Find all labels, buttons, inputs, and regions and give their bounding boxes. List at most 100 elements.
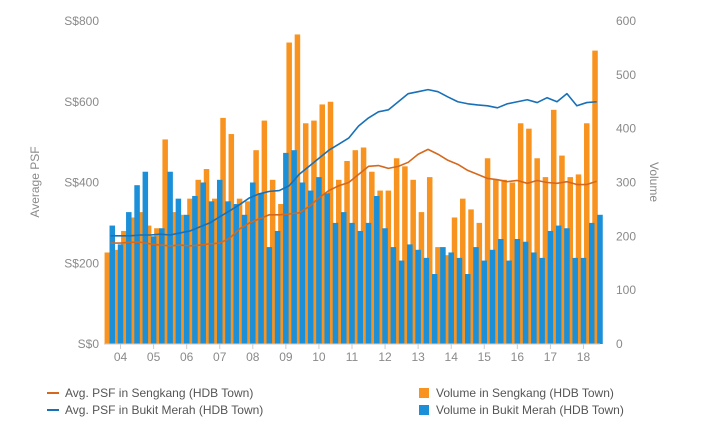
bar-bukit-merah-35 <box>398 260 405 344</box>
bar-sengkang-23 <box>294 34 301 345</box>
bar-sengkang-25 <box>311 120 317 344</box>
bar-sengkang-20 <box>269 179 276 344</box>
bar-sengkang-45 <box>476 222 483 345</box>
bar-bukit-merah-23 <box>299 182 306 344</box>
bar-sengkang-16 <box>236 198 243 344</box>
bar-sengkang-50 <box>517 123 524 344</box>
bar-bukit-merah-39 <box>431 274 438 344</box>
bar-sengkang-37 <box>410 179 416 344</box>
bar-sengkang-21 <box>278 204 284 344</box>
bar-bukit-merah-56 <box>572 257 578 344</box>
bar-sengkang-39 <box>426 177 433 344</box>
bar-sengkang-55 <box>559 155 565 344</box>
bar-sengkang-27 <box>327 101 334 344</box>
bar-bukit-merah-10 <box>192 195 198 344</box>
bar-bukit-merah-15 <box>233 204 240 344</box>
bar-sengkang-31 <box>360 147 367 344</box>
bar-sengkang-53 <box>542 177 549 344</box>
bar-bukit-merah-4 <box>142 171 149 344</box>
bar-bukit-merah-29 <box>349 222 355 345</box>
bar-sengkang-15 <box>228 134 235 344</box>
bar-sengkang-58 <box>584 123 590 344</box>
right-tick-label: 400 <box>616 122 636 136</box>
bar-sengkang-17 <box>245 201 251 344</box>
bar-bukit-merah-8 <box>175 198 182 344</box>
bar-sengkang-56 <box>567 177 573 344</box>
bar-sengkang-42 <box>451 217 458 344</box>
bar-bukit-merah-45 <box>481 260 488 344</box>
bar-bukit-merah-47 <box>498 239 504 344</box>
bar-sengkang-40 <box>435 247 441 344</box>
x-tick-label: 13 <box>411 350 425 364</box>
right-axis-ticks: 0 100 200 300 400 500 600 <box>616 14 636 351</box>
bar-sengkang-33 <box>377 190 383 344</box>
line-avg-psf-bukit-merah <box>110 88 597 237</box>
bar-bukit-merah-41 <box>448 252 454 344</box>
bar-bukit-merah-31 <box>365 222 372 345</box>
bar-bukit-merah-16 <box>241 214 248 344</box>
bar-sengkang-54 <box>550 109 557 344</box>
left-tick-label: S$800 <box>64 14 99 28</box>
bar-bukit-merah-20 <box>274 230 281 344</box>
bar-bukit-merah-52 <box>539 257 545 344</box>
bar-sengkang-47 <box>493 179 499 344</box>
bar-bukit-merah-12 <box>208 201 215 344</box>
bar-bukit-merah-7 <box>167 171 173 344</box>
x-tick-label: 14 <box>445 350 459 364</box>
bar-bukit-merah-17 <box>250 182 256 344</box>
bar-bukit-merah-22 <box>291 150 297 344</box>
left-tick-label: S$200 <box>64 256 99 270</box>
bar-sengkang-19 <box>261 120 268 344</box>
bar-sengkang-49 <box>509 182 516 344</box>
left-tick-label: S$400 <box>64 176 99 190</box>
bar-sengkang-8 <box>170 212 177 344</box>
bar-bukit-merah-1 <box>117 244 124 344</box>
x-axis-ticks: 04 05 06 07 08 09 10 11 12 13 14 15 16 17 18 <box>114 344 591 364</box>
bar-sengkang-0 <box>104 252 111 344</box>
bar-sengkang-48 <box>501 179 507 344</box>
bar-bukit-merah-42 <box>456 257 463 344</box>
bar-bukit-merah-59 <box>597 214 603 344</box>
x-tick-label: 04 <box>114 350 128 364</box>
bar-bukit-merah-40 <box>440 247 446 344</box>
bar-sengkang-44 <box>468 209 474 344</box>
bar-sengkang-41 <box>443 255 449 344</box>
bar-bukit-merah-30 <box>357 230 364 344</box>
bar-sengkang-6 <box>154 228 160 344</box>
x-tick-label: 07 <box>213 350 227 364</box>
legend-swatch-bar <box>419 388 429 398</box>
bar-sengkang-24 <box>302 123 309 344</box>
right-tick-label: 100 <box>616 283 636 297</box>
lines <box>110 88 597 247</box>
bar-sengkang-26 <box>319 104 325 344</box>
right-tick-label: 600 <box>616 14 636 28</box>
x-tick-label: 15 <box>478 350 492 364</box>
bar-sengkang-11 <box>195 179 201 344</box>
bar-bukit-merah-58 <box>588 222 595 345</box>
bar-sengkang-59 <box>592 50 598 345</box>
bar-sengkang-22 <box>286 42 292 344</box>
bar-sengkang-32 <box>369 171 375 344</box>
right-tick-label: 300 <box>616 176 636 190</box>
bar-sengkang-43 <box>460 198 466 344</box>
legend-swatch-bar <box>419 405 429 415</box>
bar-bukit-merah-55 <box>564 228 570 344</box>
legend-label: Avg. PSF in Sengkang (HDB Town) <box>65 386 253 400</box>
bar-sengkang-1 <box>112 249 119 344</box>
bar-bukit-merah-14 <box>225 201 231 344</box>
bar-sengkang-9 <box>178 214 185 344</box>
bar-sengkang-35 <box>393 158 400 344</box>
bar-sengkang-46 <box>484 158 491 344</box>
bar-bukit-merah-33 <box>382 228 388 344</box>
bar-sengkang-36 <box>402 166 408 344</box>
bar-sengkang-12 <box>203 169 210 344</box>
x-tick-label: 06 <box>180 350 194 364</box>
x-tick-label: 16 <box>511 350 525 364</box>
x-tick-label: 18 <box>577 350 591 364</box>
bar-sengkang-5 <box>145 225 152 344</box>
bar-sengkang-57 <box>575 174 582 344</box>
right-tick-label: 0 <box>616 337 623 351</box>
x-tick-label: 10 <box>312 350 326 364</box>
bar-bukit-merah-43 <box>464 274 471 344</box>
